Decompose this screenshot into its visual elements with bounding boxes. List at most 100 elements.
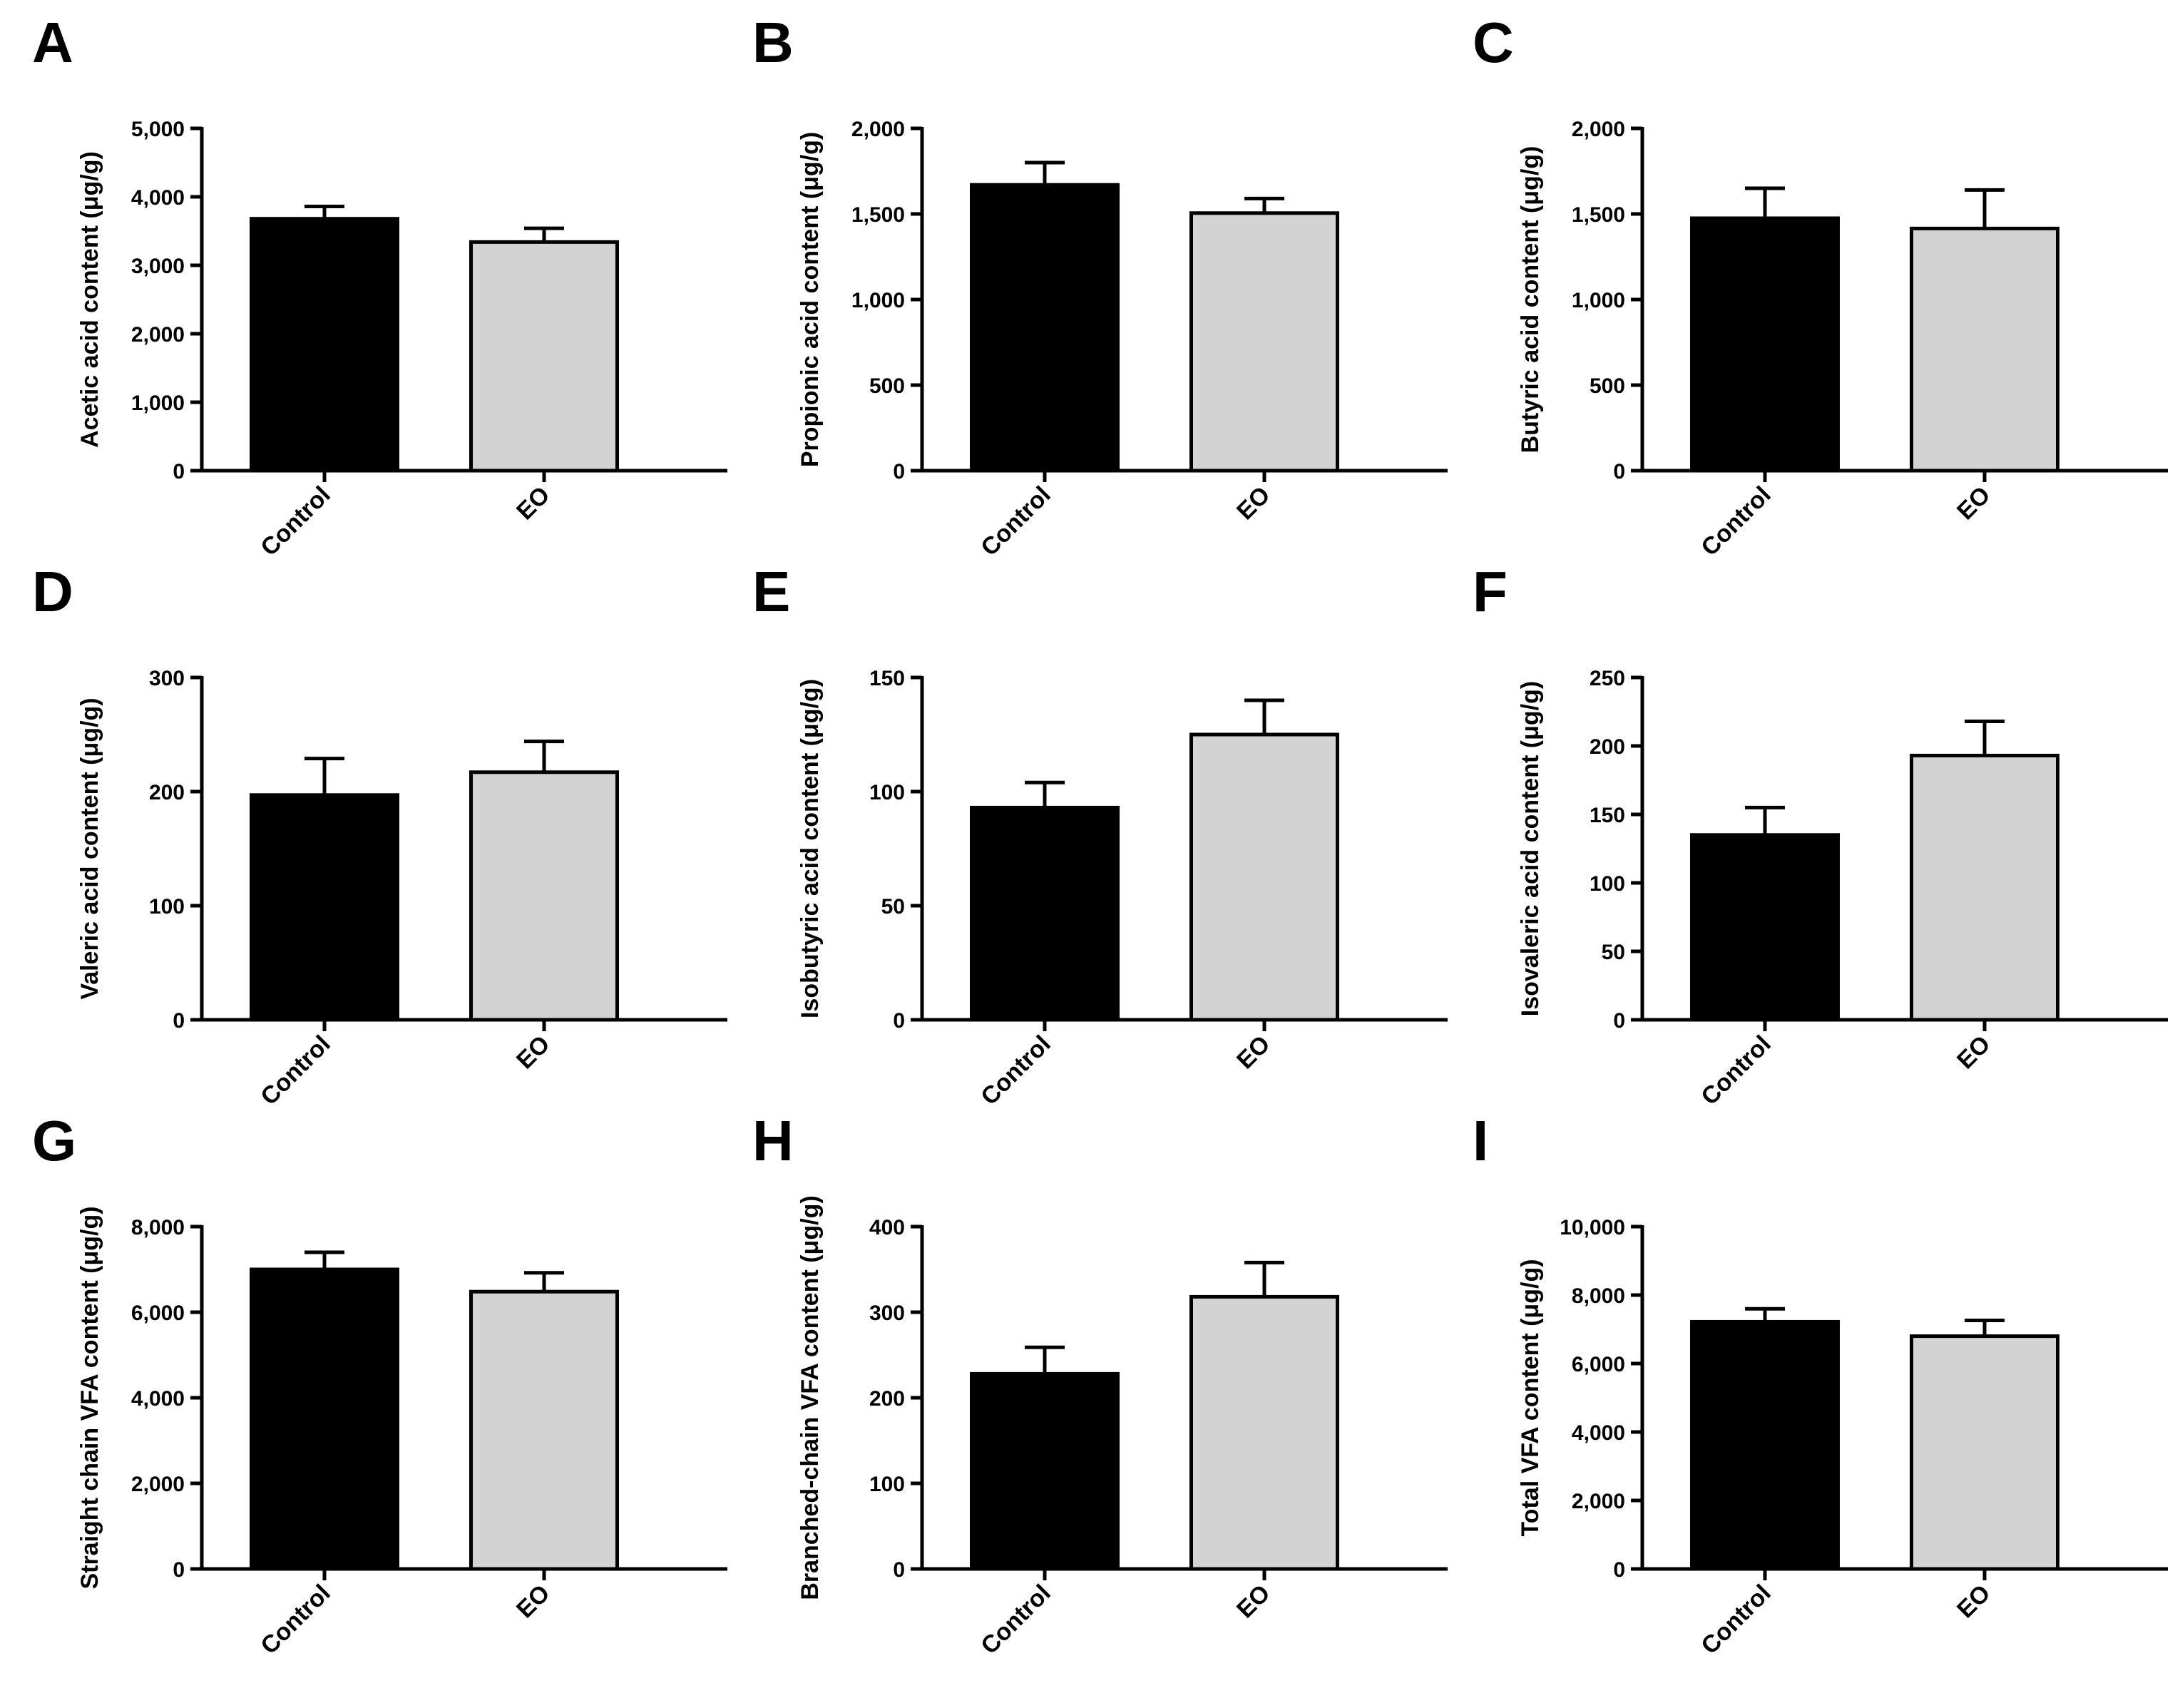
bar-chart-a: 0 1,000 2,000 3,000 4,000 5,000 Control EO Aceti…: [76, 118, 727, 561]
y-axis-title: Isobutyric acid content (μg/g): [797, 679, 824, 1018]
x-category-label-eo: EO: [1232, 481, 1276, 526]
y-tick-label: 100: [149, 895, 185, 919]
panel-letter: D: [32, 560, 73, 623]
y-tick-label: 4,000: [131, 186, 185, 210]
x-category-label-eo: EO: [511, 1580, 556, 1624]
y-tick-label: 100: [869, 1473, 905, 1496]
y-tick-label: 4,000: [131, 1387, 185, 1411]
y-tick-label: 250: [1590, 667, 1625, 690]
panel-h: H 0 100 200 300 400 Control EO Branched-chain V…: [752, 1113, 1473, 1676]
y-tick-label: 2,000: [131, 1473, 185, 1496]
panel-g: G 0 2,000 4,000 6,000 8,000 Control EO Straight…: [32, 1113, 752, 1676]
y-tick-label: 1,500: [851, 203, 905, 227]
bar-chart-h: 0 100 200 300 400 Control EO Branched-chain VFA…: [797, 1195, 1448, 1660]
bar-eo: [1910, 226, 2059, 473]
x-category-label-control: Control: [1696, 1031, 1776, 1110]
panel-e: E 0 50 100 150 Control EO Isobutyric acid cont…: [752, 563, 1473, 1127]
y-tick-label: 0: [1613, 1009, 1625, 1033]
y-tick-label: 100: [869, 781, 905, 804]
x-category-label-eo: EO: [1952, 1031, 1996, 1075]
x-category-label-control: Control: [976, 1031, 1055, 1110]
bar-eo: [1189, 1294, 1339, 1571]
x-category-label-eo: EO: [511, 481, 556, 526]
y-axis-title: Butyric acid content (μg/g): [1517, 146, 1544, 454]
panel-letter: H: [752, 1109, 794, 1172]
bar-eo: [469, 1289, 619, 1571]
y-tick-label: 1,500: [1572, 203, 1625, 227]
x-category-label-control: Control: [255, 1580, 335, 1660]
y-tick-label: 0: [893, 460, 905, 484]
y-tick-label: 10,000: [1560, 1216, 1625, 1239]
y-tick-label: 1,000: [1572, 289, 1625, 312]
bar-control: [250, 217, 399, 473]
bar-control: [970, 183, 1120, 473]
y-axis-title: Total VFA content (μg/g): [1517, 1259, 1544, 1536]
y-tick-label: 1,000: [131, 392, 185, 415]
y-axis-title: Branched-chain VFA content (μg/g): [797, 1195, 824, 1600]
x-category-label-control: Control: [255, 1031, 335, 1110]
panel-letter: I: [1473, 1109, 1489, 1172]
bar-control: [1690, 216, 1840, 473]
panel-a: A 0 1,000 2,000 3,000 4,000 5,000 Control EO Ace…: [32, 14, 752, 578]
bar-control: [250, 1267, 399, 1571]
y-axis-title: Straight chain VFA content (μg/g): [76, 1206, 103, 1589]
x-category-label-control: Control: [1696, 1580, 1776, 1660]
bar-eo: [1189, 732, 1339, 1022]
y-tick-label: 8,000: [131, 1216, 185, 1239]
y-tick-label: 100: [1590, 872, 1625, 896]
x-category-label-control: Control: [1696, 481, 1776, 561]
y-tick-label: 0: [173, 1009, 185, 1033]
bar-control: [1690, 833, 1840, 1022]
bar-chart-d: 0 100 200 300 Control EO Valeric acid content …: [76, 667, 727, 1110]
bar-eo: [1189, 211, 1339, 473]
y-tick-label: 1,000: [851, 289, 905, 312]
x-category-label-control: Control: [255, 481, 335, 561]
y-tick-label: 2,000: [1572, 118, 1625, 141]
y-tick-label: 150: [1590, 804, 1625, 827]
y-tick-label: 5,000: [131, 118, 185, 141]
x-category-label-control: Control: [976, 1580, 1055, 1660]
bar-control: [250, 793, 399, 1022]
bar-control: [970, 805, 1120, 1022]
y-tick-label: 0: [893, 1009, 905, 1033]
y-tick-label: 0: [173, 1558, 185, 1582]
y-tick-label: 500: [869, 374, 905, 398]
panel-b: B 0 500 1,000 1,500 2,000 Control EO Propionic …: [752, 14, 1473, 578]
bar-eo: [1910, 753, 2059, 1022]
panel-c: C 0 500 1,000 1,500 2,000 Control EO Butyric ac…: [1473, 14, 2170, 578]
y-tick-label: 50: [1602, 941, 1625, 964]
bar-chart-e: 0 50 100 150 Control EO Isobutyric acid conten…: [797, 667, 1448, 1110]
panel-letter: C: [1473, 11, 1514, 74]
panel-letter: F: [1473, 560, 1508, 623]
y-tick-label: 2,000: [131, 323, 185, 347]
x-category-label-eo: EO: [511, 1031, 556, 1075]
y-tick-label: 200: [1590, 735, 1625, 759]
bar-control: [1690, 1319, 1840, 1571]
y-tick-label: 150: [869, 667, 905, 690]
panel-letter: E: [752, 560, 791, 623]
x-category-label-eo: EO: [1952, 481, 1996, 526]
y-tick-label: 0: [1613, 460, 1625, 484]
y-tick-label: 3,000: [131, 255, 185, 278]
bar-control: [970, 1371, 1120, 1571]
y-tick-label: 6,000: [1572, 1353, 1625, 1376]
y-tick-label: 8,000: [1572, 1284, 1625, 1308]
panel-letter: G: [32, 1109, 77, 1172]
bar-chart-f: 0 50 100 150 200 250 Control EO Isovaleric acid …: [1517, 667, 2168, 1110]
panel-d: D 0 100 200 300 Control EO Valeric acid conten…: [32, 563, 752, 1127]
y-tick-label: 200: [149, 781, 185, 804]
bar-eo: [469, 770, 619, 1022]
panel-letter: A: [32, 11, 73, 74]
x-category-label-eo: EO: [1232, 1580, 1276, 1624]
y-axis-title: Acetic acid content (μg/g): [76, 151, 103, 448]
y-tick-label: 0: [893, 1558, 905, 1582]
y-tick-label: 0: [173, 460, 185, 484]
y-tick-label: 2,000: [1572, 1490, 1625, 1513]
y-tick-label: 4,000: [1572, 1421, 1625, 1445]
y-axis-title: Valeric acid content (μg/g): [76, 697, 103, 999]
bar-chart-b: 0 500 1,000 1,500 2,000 Control EO Propionic ac…: [797, 118, 1448, 561]
x-category-label-eo: EO: [1952, 1580, 1996, 1624]
y-tick-label: 300: [869, 1302, 905, 1325]
bar-chart-i: 0 2,000 4,000 6,000 8,000 10,000 Control EO Tota…: [1517, 1216, 2168, 1660]
